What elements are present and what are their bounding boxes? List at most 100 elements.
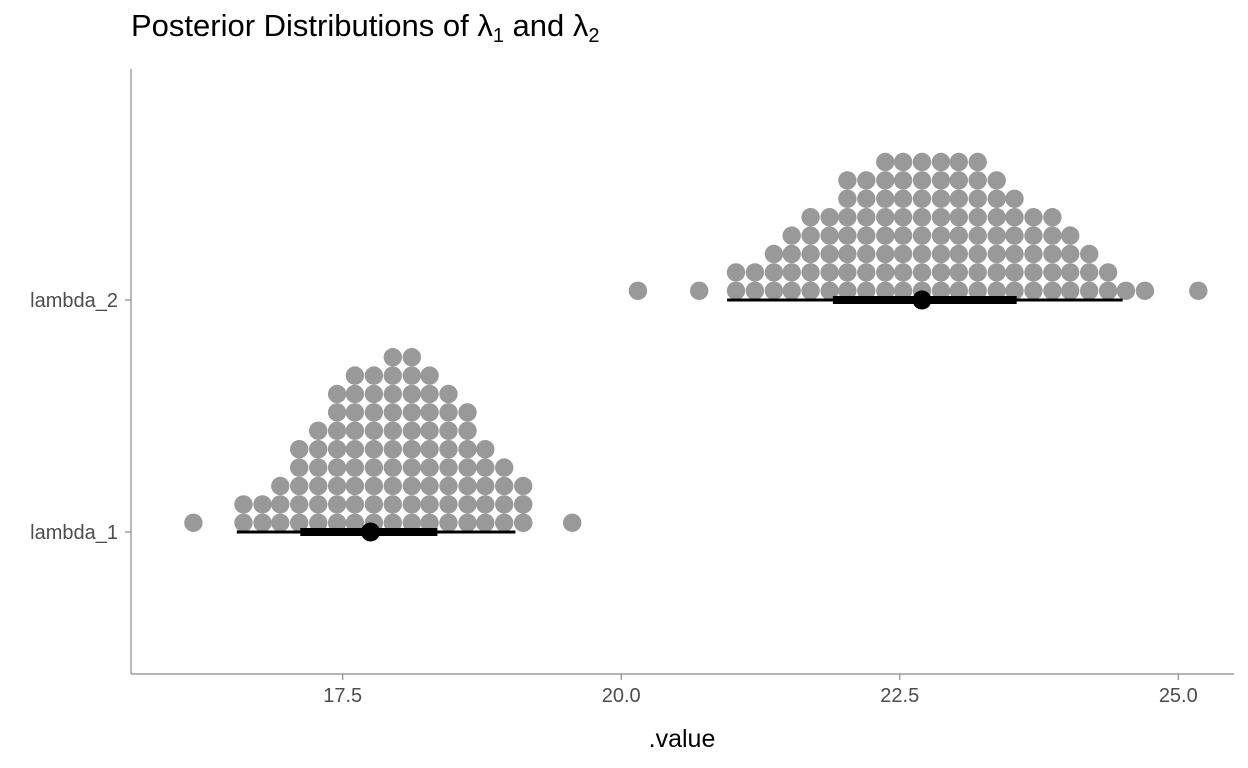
dot-lambda_1-10-0 [402,513,421,532]
title-text: Posterior Distributions of [131,8,478,43]
dot-lambda_2-17-5 [1005,189,1024,208]
dot-lambda_1-10-9 [402,348,421,367]
dot-lambda_1-7-1 [345,495,365,514]
dot-lambda_2-12-2 [912,244,932,264]
dot-lambda_2-15-4 [968,208,987,227]
dot-lambda_2-6-0 [801,281,820,300]
dot-lambda_1-6-1 [327,495,347,514]
dot-lambda_1-11-0 [420,513,439,532]
dot-lambda_1-11-1 [420,495,439,514]
dot-lambda_2-16-5 [987,189,1006,208]
dot-lambda_1-12-7 [439,384,458,404]
dot-lambda_2-9-3 [857,226,876,245]
dot-lambda_1-15-2 [495,476,514,496]
dot-lambda_1-12-6 [439,403,458,422]
dot-lambda_2-2-0 [726,281,746,300]
dot-lambda_2-10-2 [876,244,895,264]
x-tick-label-2: 22.5 [880,685,919,707]
dot-lambda_2-17-3 [1005,226,1024,245]
dot-lambda_2-10-0 [876,281,895,300]
dot-lambda_2-7-2 [820,244,839,264]
dot-lambda_1-11-5 [420,421,439,440]
dot-lambda_2-6-4 [801,208,820,227]
dot-lambda_1-0-0 [184,513,203,532]
dot-lambda_2-18-4 [1024,208,1043,227]
dot-lambda_2-16-2 [987,244,1006,264]
dot-lambda_2-21-1 [1080,263,1099,282]
dot-lambda_2-6-1 [801,263,820,282]
dot-lambda_2-11-0 [893,281,913,300]
dot-lambda_1-15-3 [495,458,514,477]
dot-lambda_1-5-4 [309,440,328,459]
dot-lambda_1-9-3 [383,458,402,477]
dot-lambda_2-8-6 [838,171,857,190]
dot-lambda_1-10-8 [402,366,421,385]
dot-lambda_1-12-1 [439,495,458,514]
dot-lambda_1-11-6 [420,403,439,422]
dot-lambda_2-17-4 [1005,208,1024,227]
dot-lambda_2-3-0 [745,281,765,300]
dot-lambda_2-19-0 [1043,281,1062,300]
dot-lambda_1-14-4 [476,440,495,459]
dot-lambda_2-15-7 [968,152,987,172]
dot-lambda_1-7-0 [345,513,365,532]
dot-lambda_1-10-4 [402,440,421,459]
dot-lambda_2-4-1 [764,263,784,282]
series-lambda_2 [628,152,1208,310]
dot-lambda_1-12-2 [439,476,458,496]
dot-lambda_2-2-1 [726,263,746,282]
dot-lambda_2-7-4 [820,208,839,227]
dot-lambda_1-8-5 [364,421,384,440]
dot-lambda_1-8-2 [364,476,384,496]
dot-lambda_2-12-3 [912,226,932,245]
dot-lambda_1-13-6 [458,403,477,422]
dot-lambda_2-11-1 [893,263,913,282]
dot-lambda_2-11-5 [893,189,913,208]
dot-lambda_1-8-6 [364,403,384,422]
dot-lambda_2-6-2 [801,244,820,264]
dot-lambda_2-12-4 [912,208,932,227]
dot-lambda_1-14-3 [476,458,495,477]
dot-lambda_2-8-0 [838,281,857,300]
dot-lambda_2-15-0 [968,281,987,300]
dot-lambda_1-6-0 [327,513,347,532]
dot-lambda_1-13-1 [458,495,477,514]
dot-lambda_2-14-3 [949,226,968,245]
dot-lambda_2-9-4 [857,208,876,227]
dot-lambda_1-9-8 [383,366,402,385]
dot-lambda_2-16-3 [987,226,1006,245]
dot-lambda_2-22-1 [1098,263,1118,282]
dot-lambda_1-3-0 [271,513,290,532]
dot-lambda_2-9-0 [857,281,876,300]
dot-lambda_2-10-5 [876,189,895,208]
dot-lambda_2-17-1 [1005,263,1024,282]
dot-lambda_2-18-3 [1024,226,1043,245]
dot-lambda_2-18-1 [1024,263,1043,282]
dot-lambda_1-8-8 [364,366,384,385]
dot-lambda_2-14-1 [949,263,968,282]
dot-lambda_1-13-2 [458,476,477,496]
dot-lambda_1-2-1 [253,495,272,514]
dot-lambda_1-10-3 [402,458,421,477]
dot-lambda_2-12-1 [912,263,932,282]
dot-lambda_2-19-2 [1043,244,1062,264]
dot-lambda_2-20-0 [1061,281,1080,300]
dot-lambda_2-11-7 [893,152,913,172]
dot-lambda_2-14-0 [949,281,968,300]
dot-lambda_2-23-0 [1116,281,1136,300]
y-tick-label-lambda_2: lambda_2 [30,290,118,312]
dot-lambda_1-9-9 [383,348,402,367]
dot-lambda_2-12-7 [912,152,932,172]
dot-lambda_1-14-1 [476,495,495,514]
dot-lambda_1-15-1 [495,495,514,514]
dot-lambda_1-5-3 [309,458,328,477]
dot-lambda_1-2-0 [253,513,272,532]
dot-lambda_1-13-3 [458,458,477,477]
dot-lambda_2-10-6 [876,171,895,190]
dot-lambda_2-7-3 [820,226,839,245]
dot-lambda_2-15-5 [968,189,987,208]
dot-lambda_2-16-6 [987,171,1006,190]
dot-lambda_2-21-2 [1080,244,1099,264]
dot-lambda_2-7-0 [820,281,839,300]
dot-lambda_2-25-0 [1189,281,1208,300]
